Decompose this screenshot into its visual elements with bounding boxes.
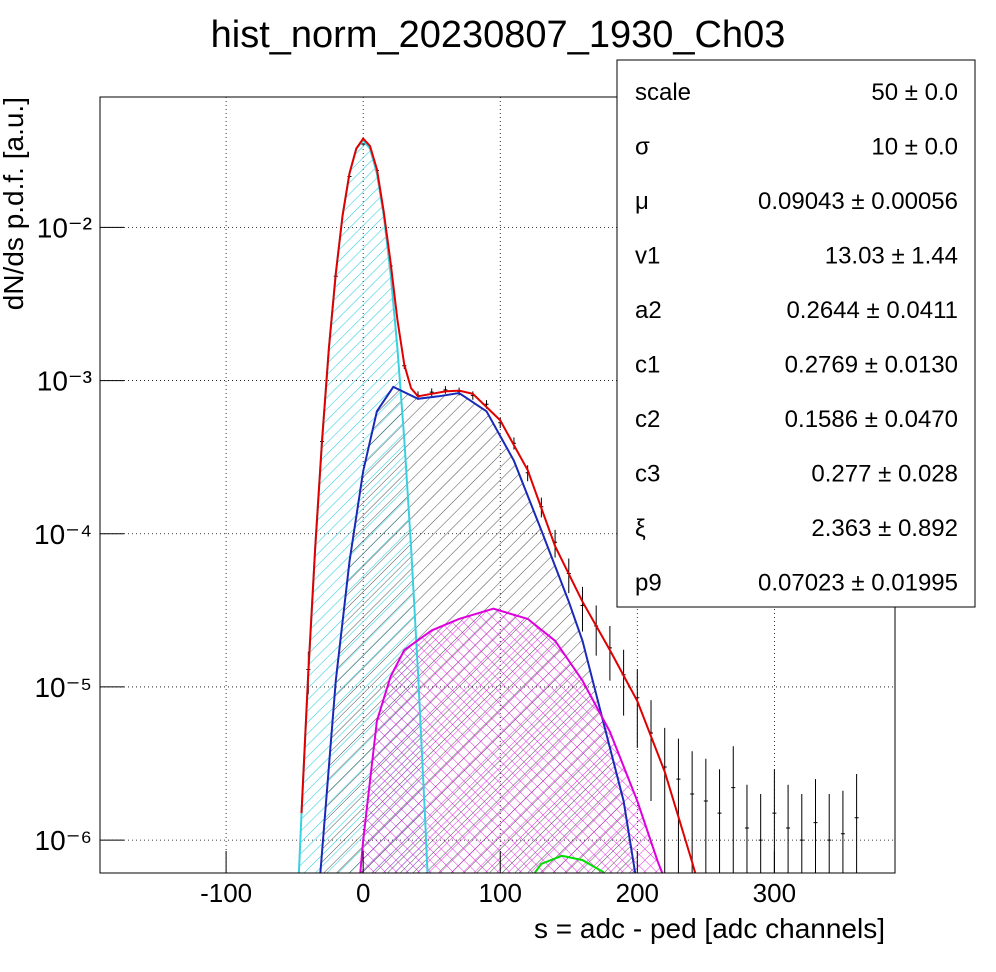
y-tick-label: 10⁻⁶ <box>35 825 92 856</box>
error-bar <box>731 746 736 873</box>
stats-name: v1 <box>635 243 660 270</box>
stats-value: 13.03 ± 1.44 <box>825 243 958 270</box>
error-bar <box>717 769 722 873</box>
stats-name: c2 <box>635 406 660 433</box>
stats-name: p9 <box>635 570 662 597</box>
error-bar <box>443 386 448 394</box>
stats-value: 0.1586 ± 0.0470 <box>785 406 958 433</box>
error-bar <box>840 790 845 873</box>
stats-value: 2.363 ± 0.892 <box>811 515 958 542</box>
error-bar <box>758 794 763 873</box>
error-bar <box>827 794 832 873</box>
stats-frame <box>616 59 976 608</box>
stats-name: a2 <box>635 297 662 324</box>
stats-name: c1 <box>635 352 660 379</box>
stats-name: σ <box>635 134 650 161</box>
stats-name: c3 <box>635 461 660 488</box>
marks <box>297 137 859 873</box>
x-tick-label: -100 <box>200 878 252 908</box>
y-tick-label: 10⁻² <box>37 212 92 243</box>
curve <box>359 607 664 873</box>
fills <box>298 140 663 873</box>
error-bar <box>772 769 777 873</box>
error-bar <box>744 784 749 873</box>
error-bar <box>361 143 366 145</box>
y-tick-label: 10⁻³ <box>37 366 92 397</box>
x-tick-label: 300 <box>753 878 796 908</box>
curve <box>319 385 637 873</box>
stats-value: 10 ± 0.0 <box>871 134 958 161</box>
stats-name: scale <box>635 79 691 106</box>
error-bar <box>786 784 791 873</box>
stats-value: 0.2769 ± 0.0130 <box>785 352 958 379</box>
stats-value: 50 ± 0.0 <box>871 79 958 106</box>
y-axis-label: dN/ds p.d.f. [a.u.] <box>0 97 29 310</box>
error-bar <box>854 774 859 873</box>
x-tick-label: 200 <box>616 878 659 908</box>
curve <box>300 137 697 873</box>
stats-name: μ <box>635 188 649 215</box>
stats-name: ξ <box>635 515 646 542</box>
error-bar <box>799 794 804 873</box>
error-bar <box>690 751 695 873</box>
stats-box: scale 50 ± 0.0 σ 10 ± 0.0 μ 0.09043 ± 0.00056… <box>616 59 976 608</box>
stats-value: 0.07023 ± 0.01995 <box>758 570 958 597</box>
stats-value: 0.277 ± 0.028 <box>811 461 958 488</box>
stats-value: 0.09043 ± 0.00056 <box>758 188 958 215</box>
curve <box>533 854 605 873</box>
y-tick-label: 10⁻⁵ <box>34 672 92 703</box>
area-fill <box>360 608 663 873</box>
x-tick-label: 100 <box>479 878 522 908</box>
stats-value: 0.2644 ± 0.0411 <box>786 297 958 324</box>
x-axis-label: s = adc - ped [adc channels] <box>534 913 885 944</box>
axes: -100 0 100 200 300 10⁻⁶ 10⁻⁵ 10⁻⁴ 10⁻³ 10⁻² <box>34 212 796 908</box>
error-bar <box>429 388 434 397</box>
x-tick-label: 0 <box>356 878 370 908</box>
y-tick-label: 10⁻⁴ <box>34 519 92 550</box>
error-bar <box>703 758 708 873</box>
error-bar <box>813 779 818 873</box>
chart-title: hist_norm_20230807_1930_Ch03 <box>211 14 786 56</box>
